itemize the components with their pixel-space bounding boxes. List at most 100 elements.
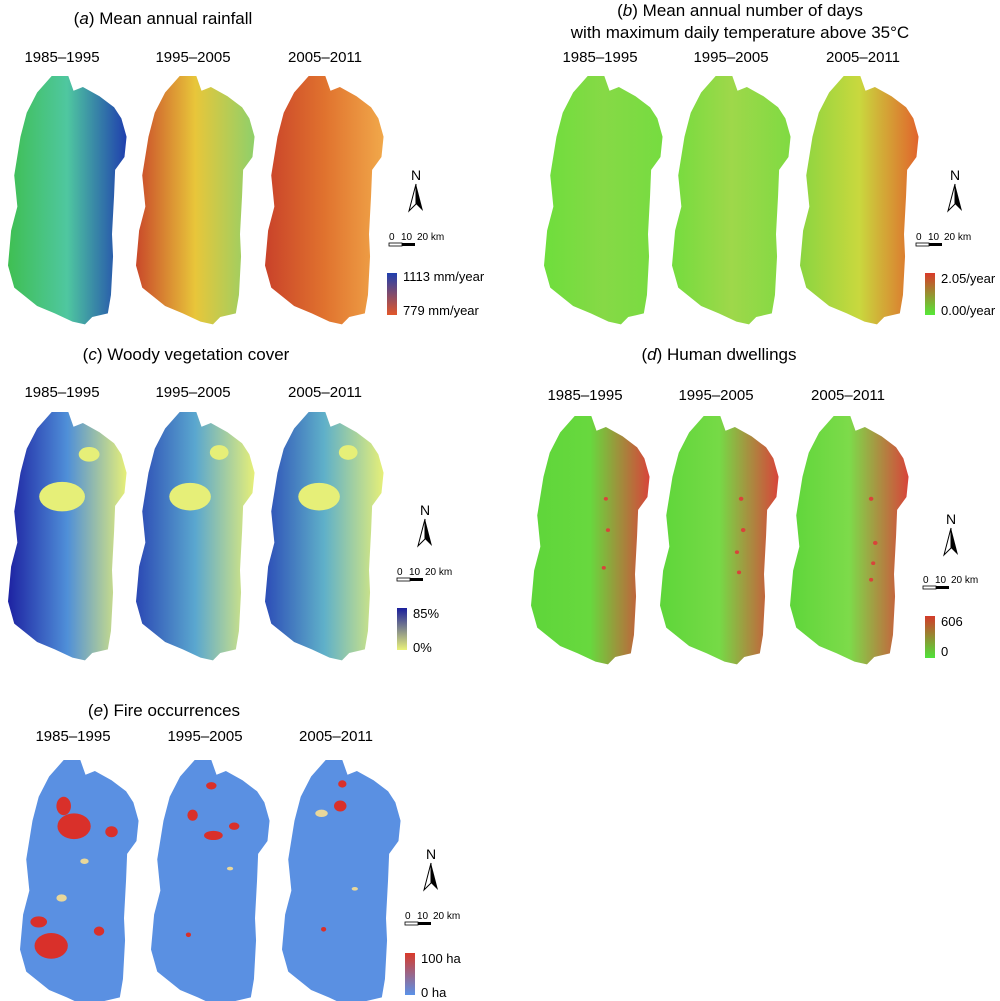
panel-d-scale-bar: 0 10 20 km [922,575,978,590]
panel-b: (b) Mean annual number of days with maxi… [544,1,996,325]
panel-c-period-1: 1985–1995 [24,384,99,401]
panel-a-map-2 [136,76,255,325]
panel-c-legend-max: 85% [413,606,439,621]
panel-d-label: d [647,345,657,364]
svg-text:20 km: 20 km [433,911,460,922]
panel-a-map-1 [8,76,127,325]
panel-b-scale-bar: 0 10 20 km [915,232,971,247]
svg-text:10: 10 [409,567,421,578]
panel-c-north-arrow: N [417,502,432,548]
panel-d-title-text: Human dwellings [667,345,796,364]
panel-e-legend-min: 0 ha [421,985,447,1000]
panel-d-title: (d) Human dwellings [642,345,797,364]
panel-e-legend-max: 100 ha [421,951,462,966]
panel-d-period-1: 1985–1995 [547,387,622,404]
panel-b-title-line-2: with maximum daily temperature above 35°… [570,23,909,42]
svg-text:20 km: 20 km [951,575,978,586]
panel-b-period-1: 1985–1995 [562,49,637,66]
panel-d-period-2: 1995–2005 [678,387,753,404]
north-icon: N [426,846,436,862]
svg-text:0: 0 [397,567,403,578]
panel-d-map-2 [660,416,779,665]
panel-c-map-3 [265,412,384,661]
panel-a-period-3: 2005–2011 [288,49,362,66]
svg-text:10: 10 [401,232,413,243]
svg-text:0: 0 [405,911,411,922]
panel-a-title: (a) Mean annual rainfall [74,9,253,28]
panel-e-north-arrow: N [423,846,438,892]
panel-e-map-3 [282,760,401,1001]
panel-a-north-arrow: N [408,167,423,213]
north-icon: N [946,511,956,527]
panel-a: (a) Mean annual rainfall 1985–1995 1995–… [8,9,485,325]
panel-b-map-1 [544,76,663,325]
svg-text:10: 10 [928,232,940,243]
panel-d: (d) Human dwellings 1985–1995 1995–2005 … [531,345,978,665]
panel-b-title-line-1: (b) Mean annual number of days [617,1,863,20]
svg-text:20 km: 20 km [944,232,971,243]
svg-text:10: 10 [935,575,947,586]
panel-d-legend-max: 606 [941,614,963,629]
panel-a-period-1: 1985–1995 [24,49,99,66]
panel-a-map-3 [265,76,384,325]
panel-e-label: e [94,701,103,720]
svg-text:20 km: 20 km [425,567,452,578]
panel-a-title-text: Mean annual rainfall [99,9,252,28]
panel-b-map-3 [800,76,919,325]
panel-e-map-1 [20,760,139,1001]
panel-d-legend-colorbar [925,616,935,658]
panel-c-title: (c) Woody vegetation cover [83,345,290,364]
panel-c-label: c [88,345,97,364]
panel-c-legend-colorbar [397,608,407,650]
panel-e-period-3: 2005–2011 [299,728,373,745]
panel-e-period-2: 1995–2005 [167,728,242,745]
panel-b-legend-colorbar [925,273,935,315]
panel-d-period-3: 2005–2011 [811,387,885,404]
panel-b-map-2 [672,76,791,325]
panel-a-label: a [79,9,88,28]
panel-e-title-text: Fire occurrences [113,701,240,720]
north-icon: N [950,167,960,183]
panel-c-map-1 [8,412,127,661]
panel-c-map-2 [136,412,255,661]
panel-d-map-1 [531,416,650,665]
panel-a-legend: 1113 mm/year 779 mm/year [387,269,485,318]
north-icon: N [420,502,430,518]
panel-e: (e) Fire occurrences 1985–1995 1995–2005… [20,701,462,1001]
panel-b-title-text-1: Mean annual number of days [643,1,863,20]
panel-b-period-2: 1995–2005 [693,49,768,66]
svg-text:10: 10 [417,911,429,922]
panel-c-period-2: 1995–2005 [155,384,230,401]
panel-a-legend-max: 1113 mm/year [403,269,485,284]
panel-b-legend: 2.05/year 0.00/year [925,271,996,318]
panel-e-period-1: 1985–1995 [35,728,110,745]
svg-text:0: 0 [923,575,929,586]
svg-text:20 km: 20 km [417,232,444,243]
panel-a-scale-bar: 0 10 20 km [388,232,444,247]
panel-c-legend: 85% 0% [397,606,439,655]
panel-b-legend-max: 2.05/year [941,271,996,286]
north-icon: N [411,167,421,183]
panel-c-legend-min: 0% [413,640,432,655]
svg-text:0: 0 [916,232,922,243]
panel-e-map-2 [151,760,270,1001]
panel-b-north-arrow: N [947,167,962,213]
panel-e-legend-colorbar [405,953,415,995]
panel-e-scale-bar: 0 10 20 km [404,911,460,926]
panel-b-period-3: 2005–2011 [826,49,900,66]
panel-c-title-text: Woody vegetation cover [107,345,289,364]
panel-d-legend-min: 0 [941,644,948,659]
svg-text:0: 0 [389,232,395,243]
panel-a-legend-min: 779 mm/year [403,303,480,318]
panel-e-title: (e) Fire occurrences [88,701,240,720]
panel-c-scale-bar: 0 10 20 km [396,567,452,582]
panel-c: (c) Woody vegetation cover 1985–1995 199… [8,345,452,661]
panel-e-legend: 100 ha 0 ha [405,951,462,1000]
panel-b-legend-min: 0.00/year [941,303,996,318]
panel-c-period-3: 2005–2011 [288,384,362,401]
panel-d-legend: 606 0 [925,614,963,659]
panel-d-north-arrow: N [943,511,958,557]
panel-b-label: b [623,1,632,20]
panel-a-period-2: 1995–2005 [155,49,230,66]
